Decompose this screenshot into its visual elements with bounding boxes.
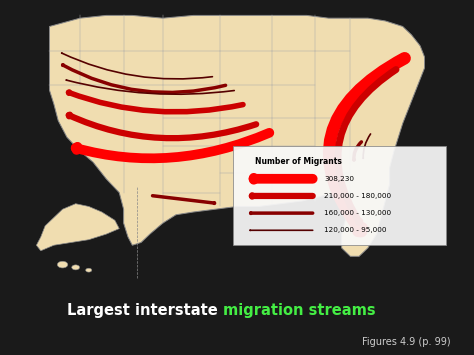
Text: 308,230: 308,230 <box>324 176 354 182</box>
Circle shape <box>72 265 80 270</box>
Text: Number of Migrants: Number of Migrants <box>255 157 341 166</box>
FancyBboxPatch shape <box>233 146 447 245</box>
Text: Figures 4.9 (p. 99): Figures 4.9 (p. 99) <box>362 337 450 346</box>
Text: Largest interstate: Largest interstate <box>67 303 223 318</box>
Text: 160,000 - 130,000: 160,000 - 130,000 <box>324 210 392 216</box>
Circle shape <box>86 268 92 272</box>
Text: migration streams: migration streams <box>223 303 375 318</box>
Circle shape <box>57 261 68 268</box>
Polygon shape <box>36 204 119 251</box>
Polygon shape <box>49 15 425 256</box>
Text: 120,000 - 95,000: 120,000 - 95,000 <box>324 227 387 233</box>
Text: 210,000 - 180,000: 210,000 - 180,000 <box>324 193 392 199</box>
